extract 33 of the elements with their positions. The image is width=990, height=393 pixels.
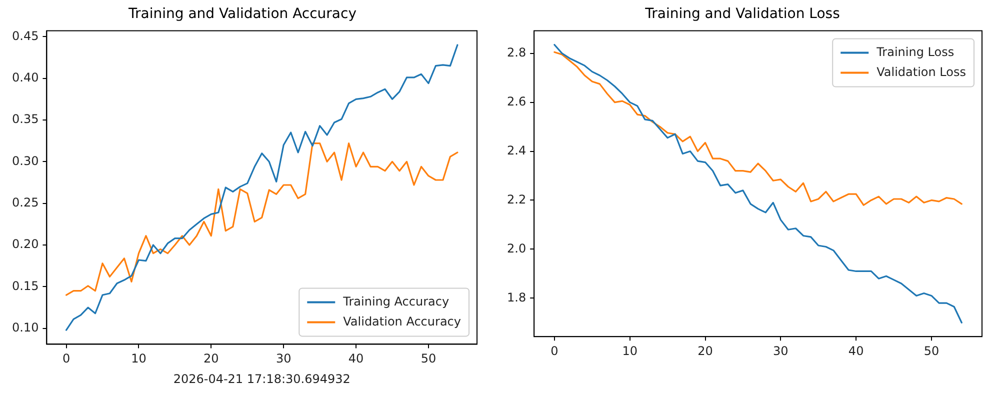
y-tick-label: 2.4: [506, 143, 526, 158]
x-tick-label: 40: [348, 352, 364, 366]
y-tick-label: 0.40: [12, 70, 39, 84]
y-tick-label: 0.25: [12, 195, 39, 210]
x-tick-label: 30: [773, 344, 788, 358]
y-tick-label: 0.35: [12, 112, 39, 126]
legend-label: Training Accuracy: [342, 294, 450, 308]
x-tick-label: 0: [62, 352, 70, 366]
y-tick-label: 0.20: [12, 237, 39, 252]
y-tick-label: 1.8: [506, 290, 526, 304]
chart-title: Training and Validation Loss: [644, 6, 840, 22]
y-tick-label: 0.45: [12, 28, 39, 43]
y-tick-label: 2.2: [506, 192, 526, 206]
x-axis-title: 2026-04-21 17:18:30.694932: [173, 372, 350, 386]
legend-label: Training Loss: [876, 44, 954, 59]
chart-title: Training and Validation Accuracy: [128, 6, 356, 22]
y-tick-label: 2.8: [506, 45, 526, 60]
x-tick-label: 50: [924, 344, 940, 358]
legend-label: Validation Loss: [876, 64, 966, 79]
y-tick-label: 0.30: [12, 154, 39, 168]
y-tick-label: 2.0: [506, 241, 526, 256]
x-tick-label: 10: [131, 352, 146, 366]
y-tick-label: 0.15: [12, 278, 39, 293]
y-tick-label: 0.10: [12, 320, 39, 334]
legend-label: Validation Accuracy: [343, 314, 462, 328]
x-tick-label: 30: [276, 352, 292, 366]
x-tick-label: 20: [698, 344, 713, 358]
x-tick-label: 20: [204, 352, 219, 366]
x-tick-label: 40: [848, 344, 864, 358]
x-tick-label: 10: [622, 344, 638, 358]
x-tick-label: 0: [550, 344, 558, 358]
x-tick-label: 50: [420, 352, 436, 366]
y-tick-label: 2.6: [506, 94, 526, 108]
